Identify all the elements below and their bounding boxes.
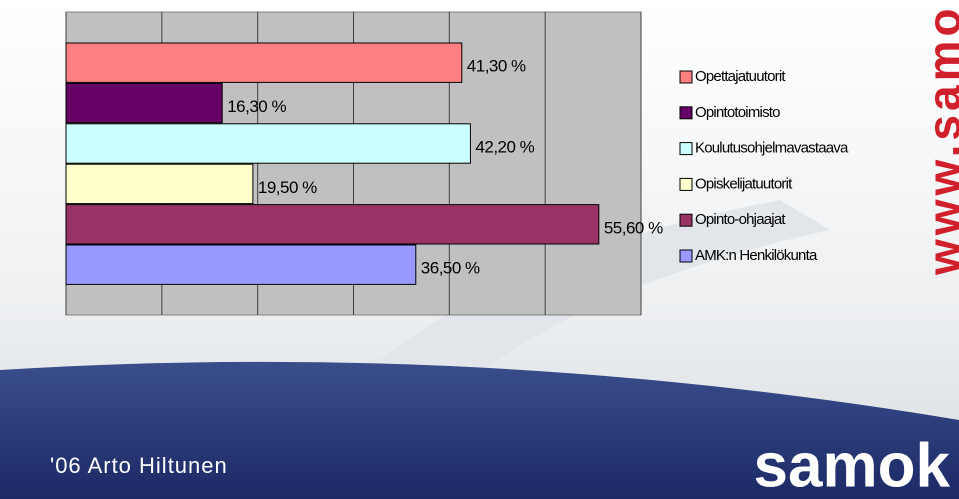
legend-swatch — [679, 177, 693, 191]
value-label: 16,30 % — [227, 97, 286, 116]
value-label: 36,50 % — [421, 259, 480, 278]
legend-swatch — [679, 70, 693, 84]
author: '06 Arto Hiltunen — [50, 453, 228, 478]
bar — [65, 244, 417, 285]
value-label: 55,60 % — [604, 218, 663, 237]
bar — [65, 204, 600, 245]
legend-label: Opiskelijatuutorit — [695, 175, 793, 192]
legend-swatch — [679, 106, 693, 120]
legend-label: Koulutusohjelmavastaava — [695, 140, 849, 157]
value-label: 19,50 % — [258, 178, 317, 197]
footer-band — [0, 361, 959, 499]
legend-label: AMK:n Henkilökunta — [695, 247, 818, 264]
legend-label: Opettajatuutorit — [695, 68, 786, 85]
logo: samok — [754, 431, 951, 499]
legend-label: Opinto-ohjaajat — [695, 211, 786, 228]
bar — [65, 163, 254, 205]
legend-swatch — [679, 142, 693, 156]
bar — [65, 123, 471, 164]
legend-label: Opintotoimisto — [695, 104, 780, 121]
legend-swatch — [679, 249, 693, 263]
bar — [65, 82, 223, 124]
chart: 41,30 % Opettajatuutorit 16,30 % Opintotoim… — [65, 11, 850, 316]
bar — [65, 42, 463, 83]
value-label: 41,30 % — [467, 57, 526, 76]
legend-swatch — [679, 213, 693, 227]
url: www.samo — [918, 4, 959, 276]
value-label: 42,20 % — [475, 138, 534, 157]
